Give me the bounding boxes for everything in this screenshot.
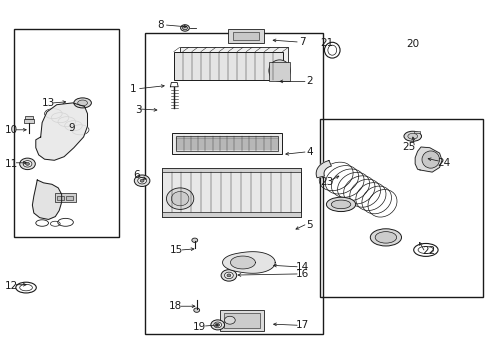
Ellipse shape — [25, 162, 29, 165]
Ellipse shape — [23, 161, 32, 167]
Bar — [161, 168, 300, 217]
Text: 23: 23 — [319, 177, 332, 187]
Text: 1: 1 — [130, 84, 136, 94]
Ellipse shape — [403, 131, 421, 141]
Ellipse shape — [215, 323, 219, 326]
Text: 22: 22 — [421, 246, 434, 256]
Polygon shape — [222, 252, 275, 273]
Ellipse shape — [226, 274, 230, 277]
Polygon shape — [230, 256, 255, 269]
Text: 11: 11 — [5, 159, 18, 169]
Ellipse shape — [407, 134, 417, 139]
Text: 5: 5 — [306, 220, 312, 230]
Text: 18: 18 — [168, 301, 182, 311]
Text: 20: 20 — [406, 40, 418, 49]
Ellipse shape — [182, 26, 187, 30]
Text: 15: 15 — [169, 245, 183, 255]
Text: 12: 12 — [5, 281, 18, 291]
Ellipse shape — [224, 272, 233, 279]
Text: 7: 7 — [298, 37, 305, 47]
Ellipse shape — [140, 179, 144, 182]
Bar — [161, 168, 300, 172]
Bar — [65, 196, 73, 201]
Polygon shape — [32, 180, 61, 220]
Text: 6: 6 — [133, 170, 139, 180]
Bar — [57, 196, 64, 201]
Bar — [173, 51, 282, 80]
Ellipse shape — [20, 158, 35, 170]
Text: 13: 13 — [42, 98, 55, 108]
Bar — [14, 30, 119, 237]
Bar — [179, 47, 288, 75]
Ellipse shape — [330, 200, 350, 209]
Text: 4: 4 — [306, 147, 312, 157]
Ellipse shape — [193, 308, 199, 312]
Ellipse shape — [224, 316, 235, 324]
Bar — [320, 119, 483, 297]
Polygon shape — [414, 147, 441, 172]
Bar — [55, 193, 76, 202]
Ellipse shape — [191, 238, 197, 242]
Text: 19: 19 — [193, 322, 206, 332]
Text: 21: 21 — [319, 38, 332, 48]
Bar — [161, 212, 300, 217]
Ellipse shape — [74, 98, 91, 108]
Bar — [144, 33, 322, 334]
Text: 2: 2 — [306, 76, 312, 86]
Text: 3: 3 — [135, 105, 141, 115]
Text: 24: 24 — [436, 158, 449, 168]
Ellipse shape — [213, 322, 221, 328]
Bar — [25, 116, 33, 119]
Ellipse shape — [171, 192, 188, 206]
Ellipse shape — [134, 175, 150, 186]
Ellipse shape — [78, 100, 87, 106]
Ellipse shape — [369, 229, 401, 246]
Ellipse shape — [180, 25, 189, 31]
Ellipse shape — [374, 231, 396, 243]
Text: 16: 16 — [295, 269, 308, 279]
Bar — [172, 133, 282, 154]
Polygon shape — [36, 103, 87, 160]
Text: 9: 9 — [68, 123, 75, 133]
Text: 17: 17 — [295, 320, 308, 330]
Polygon shape — [316, 161, 331, 178]
Bar — [413, 131, 419, 134]
Bar — [228, 30, 263, 43]
Text: 25: 25 — [402, 142, 415, 152]
Ellipse shape — [421, 151, 439, 168]
Ellipse shape — [210, 320, 224, 330]
Bar — [268, 62, 290, 81]
Bar — [220, 310, 264, 330]
Ellipse shape — [221, 270, 236, 281]
Bar — [176, 135, 278, 151]
Text: 10: 10 — [5, 125, 18, 135]
Ellipse shape — [138, 177, 146, 184]
Text: 8: 8 — [157, 20, 163, 30]
Ellipse shape — [166, 188, 193, 210]
Ellipse shape — [268, 60, 290, 81]
Bar — [233, 32, 258, 40]
Text: 14: 14 — [295, 262, 308, 272]
Bar — [24, 119, 34, 123]
Ellipse shape — [326, 197, 355, 212]
Bar — [224, 313, 260, 328]
